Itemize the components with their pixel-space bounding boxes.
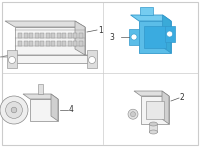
Bar bbox=[68, 41, 72, 46]
Bar bbox=[57, 33, 61, 38]
Polygon shape bbox=[131, 15, 171, 21]
Ellipse shape bbox=[149, 122, 157, 126]
Text: 2: 2 bbox=[180, 93, 185, 102]
Circle shape bbox=[9, 56, 16, 64]
Bar bbox=[24, 41, 28, 46]
Ellipse shape bbox=[149, 130, 157, 134]
Bar bbox=[62, 33, 66, 38]
Polygon shape bbox=[75, 21, 85, 55]
Bar bbox=[149, 124, 157, 132]
Bar bbox=[73, 33, 77, 38]
Bar bbox=[35, 33, 39, 38]
Polygon shape bbox=[87, 50, 97, 68]
Bar bbox=[62, 41, 66, 46]
Bar bbox=[57, 41, 61, 46]
Bar bbox=[18, 41, 22, 46]
Circle shape bbox=[0, 96, 28, 124]
Bar bbox=[40, 33, 44, 38]
Bar bbox=[68, 33, 72, 38]
Circle shape bbox=[11, 107, 17, 113]
Polygon shape bbox=[38, 84, 43, 94]
Text: 4: 4 bbox=[69, 106, 74, 115]
Polygon shape bbox=[7, 50, 17, 68]
Polygon shape bbox=[165, 26, 175, 42]
Bar bbox=[40, 41, 44, 46]
Circle shape bbox=[167, 31, 173, 37]
Bar bbox=[46, 41, 50, 46]
Circle shape bbox=[89, 56, 96, 64]
Circle shape bbox=[130, 112, 136, 117]
Polygon shape bbox=[30, 99, 58, 121]
Text: 3: 3 bbox=[109, 32, 114, 41]
Polygon shape bbox=[23, 94, 58, 99]
Bar bbox=[73, 41, 77, 46]
Text: 1: 1 bbox=[98, 25, 103, 35]
Bar bbox=[46, 33, 50, 38]
Polygon shape bbox=[10, 55, 90, 63]
Bar bbox=[51, 41, 55, 46]
Bar bbox=[79, 33, 83, 38]
Bar bbox=[24, 33, 28, 38]
Polygon shape bbox=[139, 21, 171, 53]
Bar bbox=[18, 33, 22, 38]
Polygon shape bbox=[51, 94, 58, 121]
Polygon shape bbox=[144, 26, 166, 48]
Polygon shape bbox=[5, 21, 85, 27]
Polygon shape bbox=[140, 7, 153, 15]
Polygon shape bbox=[129, 29, 139, 45]
Polygon shape bbox=[15, 27, 85, 55]
Bar bbox=[29, 33, 33, 38]
Polygon shape bbox=[163, 15, 171, 53]
Polygon shape bbox=[162, 91, 169, 124]
Circle shape bbox=[6, 102, 22, 118]
Bar bbox=[51, 33, 55, 38]
Bar bbox=[79, 41, 83, 46]
Polygon shape bbox=[0, 55, 90, 57]
Circle shape bbox=[131, 34, 137, 40]
Circle shape bbox=[128, 109, 138, 119]
Bar bbox=[35, 41, 39, 46]
Polygon shape bbox=[146, 101, 164, 119]
Polygon shape bbox=[134, 91, 169, 96]
Polygon shape bbox=[141, 96, 169, 124]
Bar bbox=[29, 41, 33, 46]
